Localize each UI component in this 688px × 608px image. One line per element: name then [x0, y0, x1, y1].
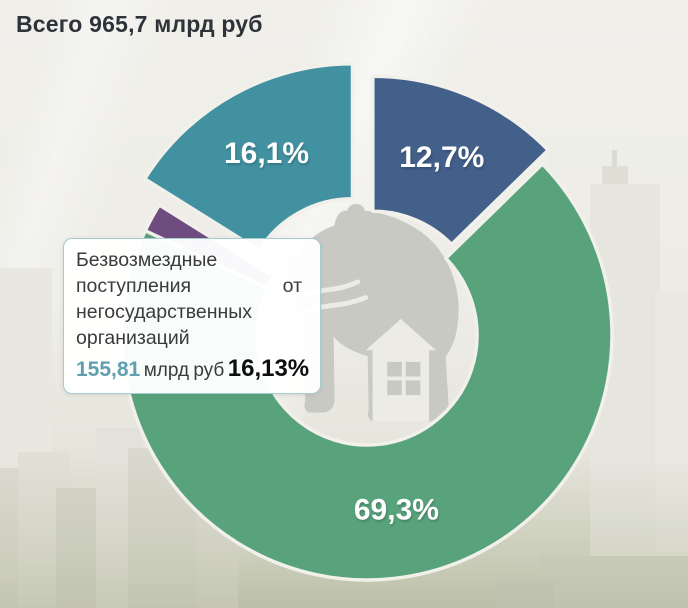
tooltip-label: Безвозмездные поступления от негосударст… [76, 249, 302, 349]
building-silhouette [602, 166, 628, 188]
slice-percent-label: 16,1% [224, 137, 309, 170]
tooltip-unit: млрд руб [143, 359, 225, 381]
slice-percent-label: 12,7% [399, 141, 484, 174]
tooltip-value: 155,81 млрд руб 16,13% [76, 354, 310, 383]
tooltip-percent: 16,13% [227, 354, 310, 382]
slice-tooltip: Безвозмездные поступления от негосударст… [63, 238, 321, 394]
tooltip-amount: 155,81 [76, 357, 141, 381]
page-title: Всего 965,7 млрд руб [16, 11, 263, 37]
slice-percent-label: 69,3% [354, 494, 439, 527]
